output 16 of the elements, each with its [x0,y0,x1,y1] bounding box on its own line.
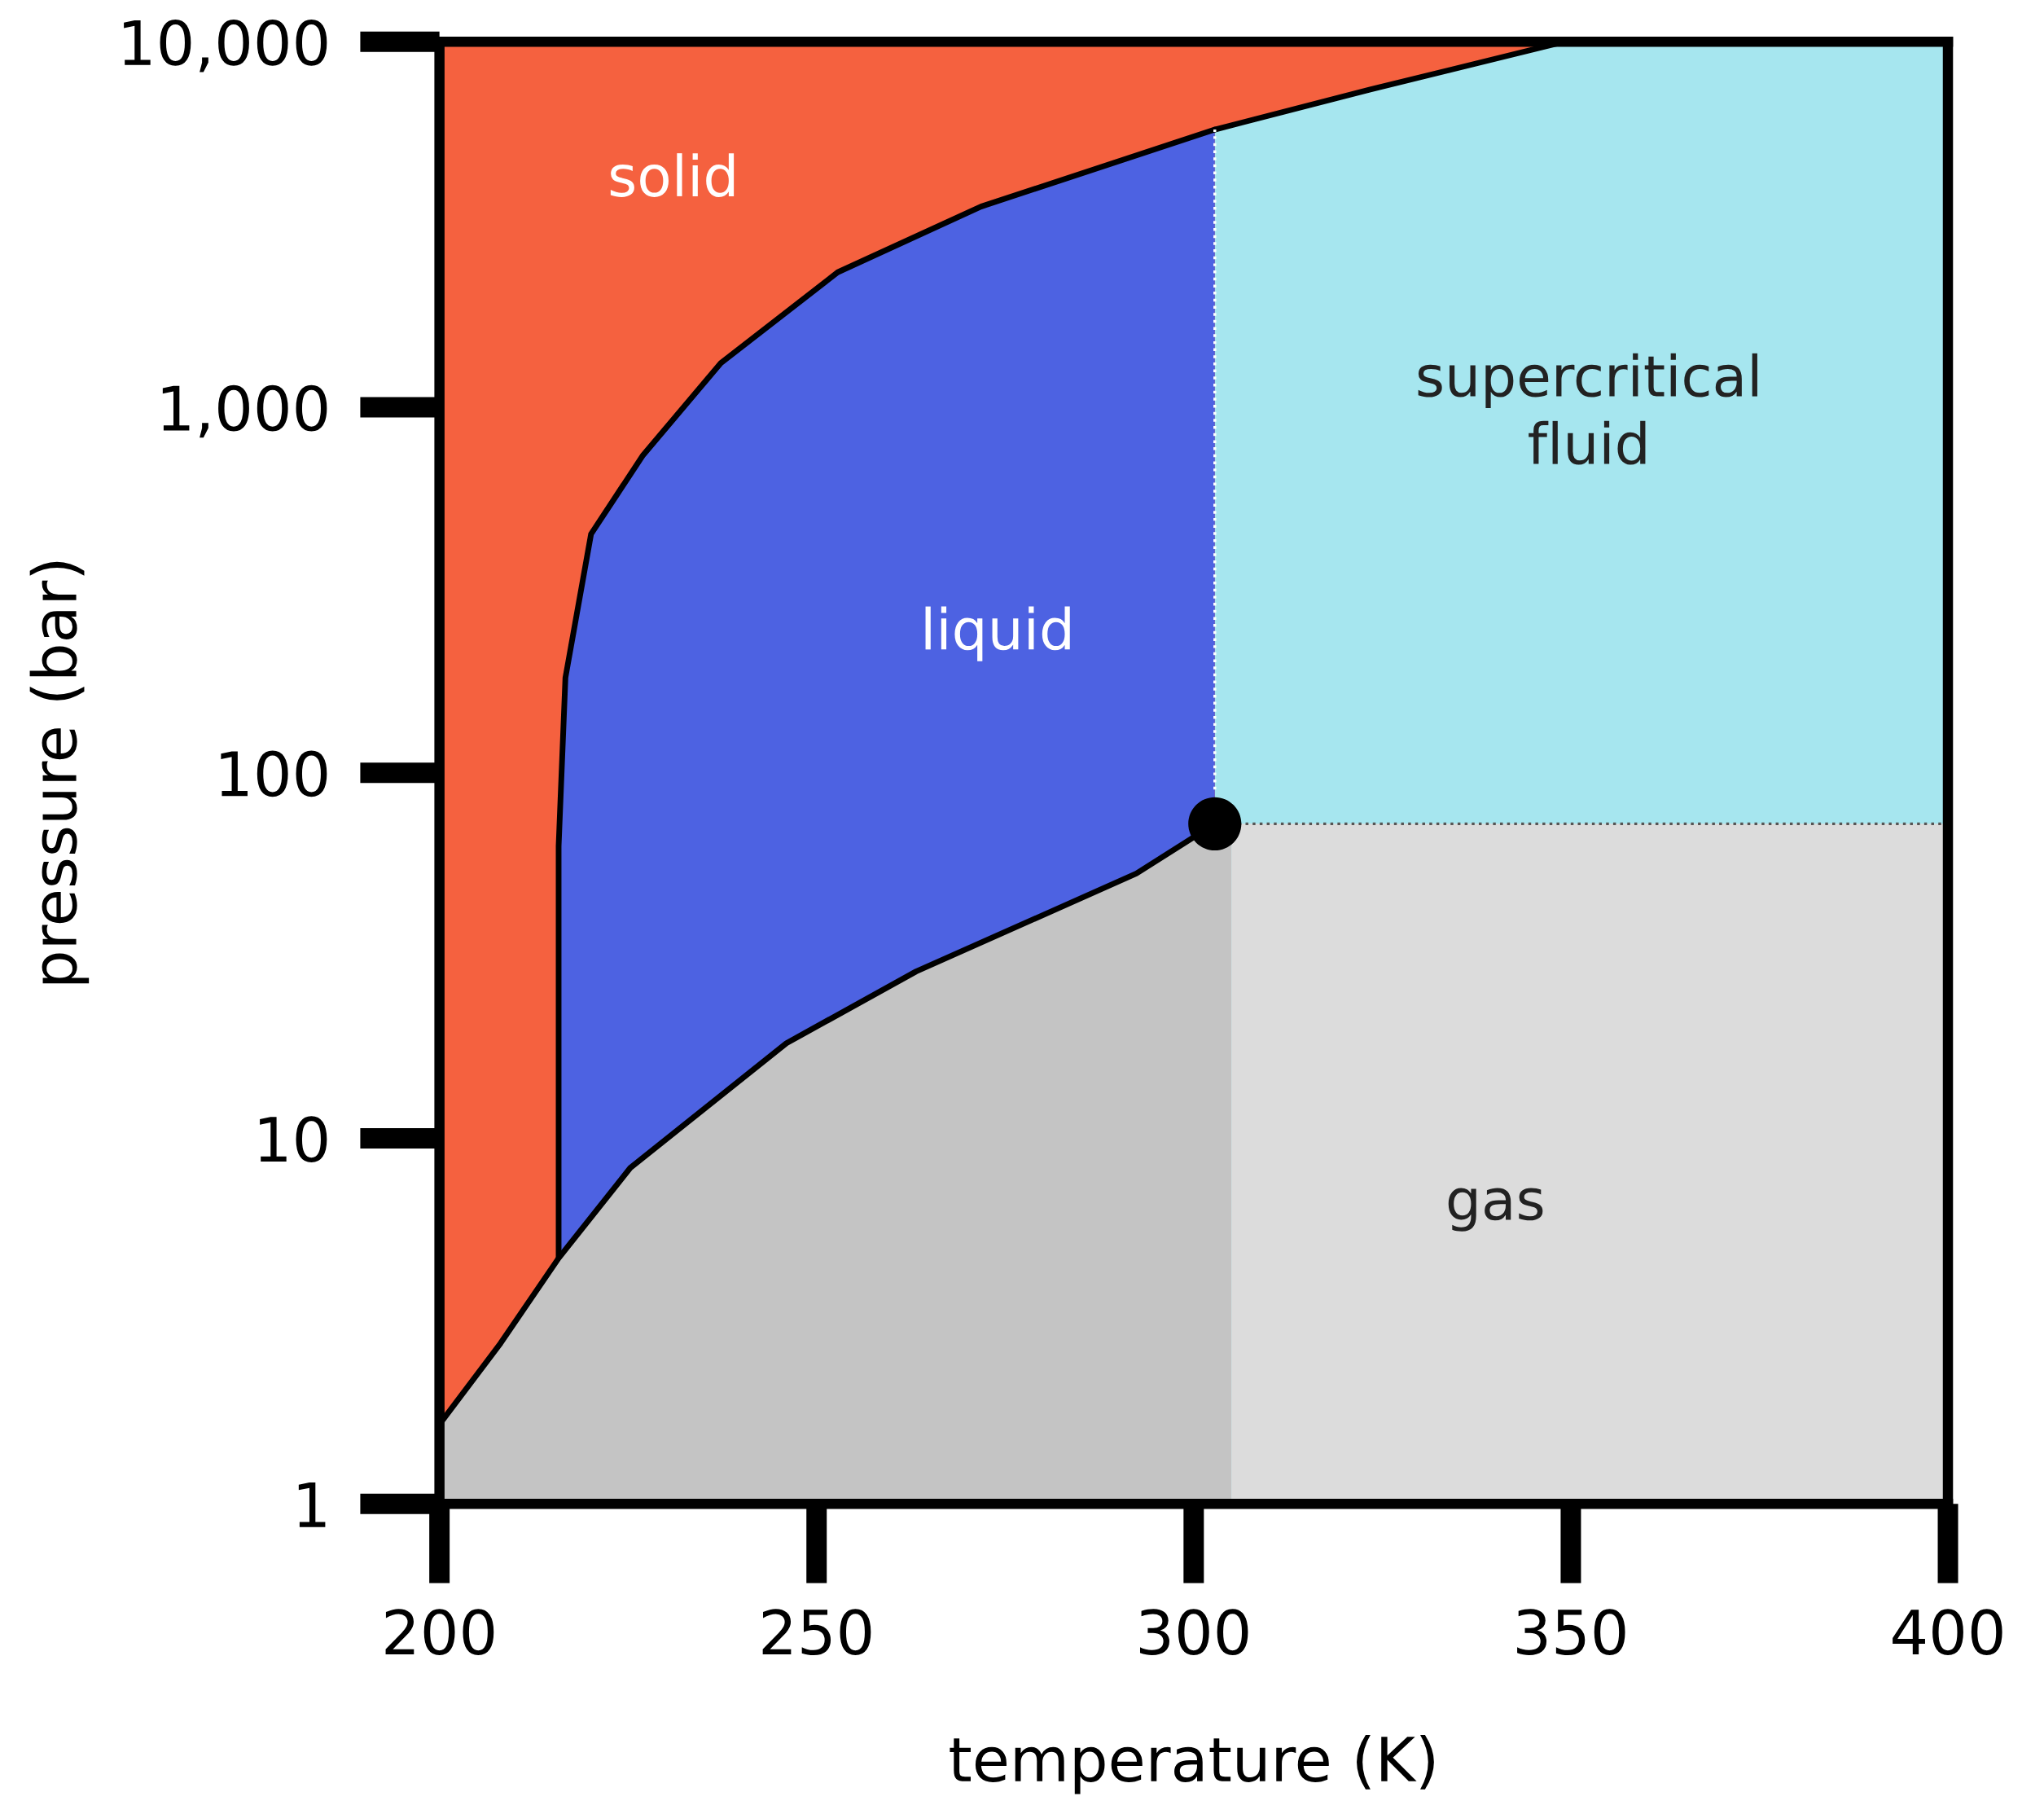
x-tick-label: 200 [385,1609,494,1656]
x-tick-label: 300 [1139,1609,1248,1656]
annotation: supercritical fluid [1418,353,1757,465]
y-axis-title: pressure (bar) [29,561,90,984]
annotation: solid [610,153,735,197]
y-tick-label: 100 [221,750,327,797]
y-tick-label: 1 [298,1482,326,1527]
x-tick-label: 400 [1893,1609,2002,1656]
x-tick-label: 350 [1517,1609,1625,1656]
y-tick-label: 10,000 [124,20,327,72]
x-axis-title: temperature (K) [950,1734,1434,1794]
x-tick-label: 250 [762,1609,871,1656]
y-tick-label: 10 [260,1116,327,1162]
y-tick-label: 1,000 [162,384,327,438]
annotation: gas [1448,1188,1543,1232]
annotation: liquid [925,606,1070,661]
